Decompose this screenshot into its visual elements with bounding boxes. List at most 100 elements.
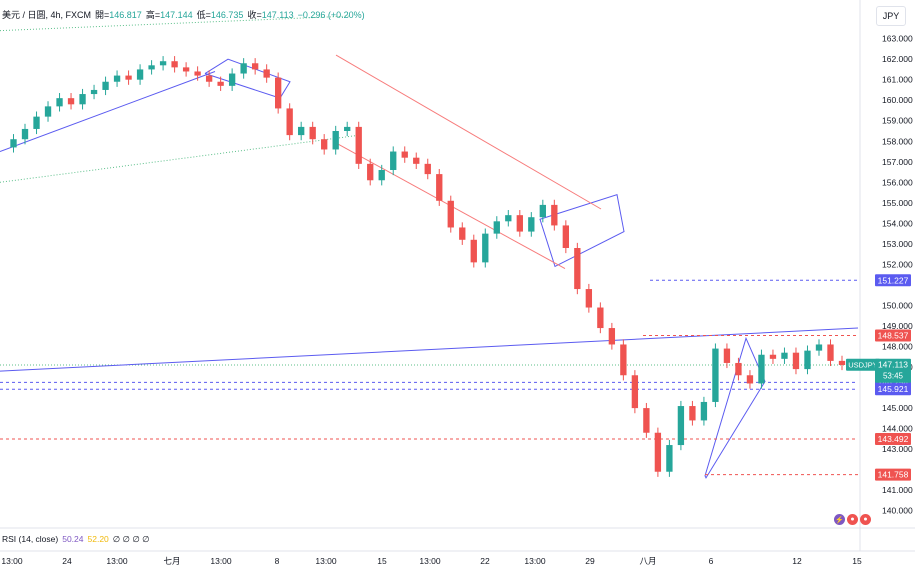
price-level-value: 141.758 <box>878 470 909 480</box>
close-label: 收=147.113 <box>247 10 294 20</box>
y-tick-label: 157.000 <box>882 157 913 167</box>
candle-body <box>769 354 777 359</box>
indicator-icons: ⚡ ● ● <box>834 514 871 525</box>
price-level-value: 143.492 <box>878 434 909 444</box>
candle-body <box>539 204 546 218</box>
candle-body <box>217 81 224 86</box>
y-tick-label: 144.000 <box>882 424 913 434</box>
y-tick-label: 140.000 <box>882 506 913 516</box>
candle-body <box>815 344 823 351</box>
x-tick-label: 15 <box>377 556 387 566</box>
candle-body <box>44 106 52 117</box>
candle-body <box>205 75 213 82</box>
x-tick-label: 七月 <box>163 556 180 566</box>
candle-body <box>321 139 328 150</box>
candle-body <box>286 108 293 136</box>
x-tick-label: 13:00 <box>210 556 232 566</box>
price-level-tag <box>875 329 911 342</box>
price-level-value: 151.227 <box>878 275 909 285</box>
candle-body <box>90 89 98 95</box>
y-tick-label: 141.000 <box>882 485 913 495</box>
candle-body <box>643 408 650 433</box>
candle-body <box>631 375 639 409</box>
price-level-tag <box>875 383 911 396</box>
y-tick-label: 148.000 <box>882 342 913 352</box>
candle-body <box>228 73 236 86</box>
candle-body <box>447 200 454 228</box>
candle-body <box>33 116 40 129</box>
candle-body <box>182 67 190 72</box>
candle-body <box>528 217 535 232</box>
candle-body <box>125 75 132 80</box>
candle-body <box>459 227 466 240</box>
candle-body <box>792 352 800 370</box>
y-tick-label: 143.000 <box>882 444 913 454</box>
candle-body <box>781 352 788 359</box>
candle-body <box>378 170 385 181</box>
channel-line <box>335 54 602 210</box>
y-tick-label: 161.000 <box>882 75 913 85</box>
y-tick-label: 162.000 <box>882 54 913 64</box>
calendar-icon[interactable]: ● <box>860 514 871 525</box>
y-tick-label: 158.000 <box>882 136 913 146</box>
candle-body <box>102 81 109 90</box>
candle-body <box>251 63 259 70</box>
candle-body <box>21 128 29 140</box>
candle-body <box>159 61 167 66</box>
rsi-ma-value: 52.20 <box>87 534 109 544</box>
candle-body <box>136 69 144 80</box>
lightning-icon[interactable]: ⚡ <box>834 514 845 525</box>
symbol-label: 美元 / 日圆, 4h, FXCM <box>2 10 92 20</box>
candle-body <box>401 151 408 158</box>
rising-wedge <box>704 336 766 479</box>
x-tick-label: 22 <box>480 556 490 566</box>
candle-body <box>516 215 523 232</box>
current-price-tag <box>875 358 911 383</box>
candle-body <box>758 354 765 384</box>
candle-body <box>263 69 270 78</box>
y-tick-label: 159.000 <box>882 116 913 126</box>
y-tick-label: 160.000 <box>882 95 913 105</box>
x-tick-label: 6 <box>709 556 714 566</box>
candle-body <box>194 71 201 76</box>
candle-body <box>838 360 846 365</box>
candle-body <box>56 98 63 107</box>
candle-body <box>746 375 754 384</box>
price-level-value: 148.537 <box>878 331 909 341</box>
candle-body <box>677 406 685 446</box>
x-tick-label: 12 <box>792 556 802 566</box>
candle-body <box>240 63 247 74</box>
y-tick-label: 150.000 <box>882 300 913 310</box>
x-tick-label: 15 <box>852 556 862 566</box>
candle-body <box>171 61 178 68</box>
y-tick-label: 153.000 <box>882 239 913 249</box>
price-level-value: 145.921 <box>878 384 909 394</box>
x-tick-label: 13:00 <box>315 556 337 566</box>
candle-body <box>148 65 155 70</box>
candle-body <box>505 215 512 222</box>
y-tick-label: 145.000 <box>882 403 913 413</box>
flag-icon[interactable]: ● <box>847 514 858 525</box>
candle-body <box>712 348 719 402</box>
price-level-tag <box>875 468 911 481</box>
candle-body <box>735 362 742 376</box>
candle-body <box>67 98 75 105</box>
candle-body <box>723 348 731 363</box>
candle-body <box>298 126 305 136</box>
candle-body <box>344 126 351 131</box>
candle-body <box>827 344 834 361</box>
candle-body <box>804 350 811 370</box>
x-tick-label: 8 <box>275 556 280 566</box>
candle-body <box>562 225 569 248</box>
currency-button[interactable]: JPY <box>876 6 906 26</box>
x-tick-label: 13:00 <box>419 556 441 566</box>
change-label: −0.296 (+0.20%) <box>297 10 365 20</box>
dotted-trendline <box>0 15 351 32</box>
candle-body <box>436 174 443 201</box>
chart-legend: 美元 / 日圆, 4h, FXCM 開=146.817 高=147.144 低=146… <box>2 8 369 21</box>
x-tick-label: 24 <box>62 556 72 566</box>
y-tick-label: 156.000 <box>882 177 913 187</box>
candle-body <box>597 307 604 329</box>
symbol-tag <box>846 358 880 371</box>
